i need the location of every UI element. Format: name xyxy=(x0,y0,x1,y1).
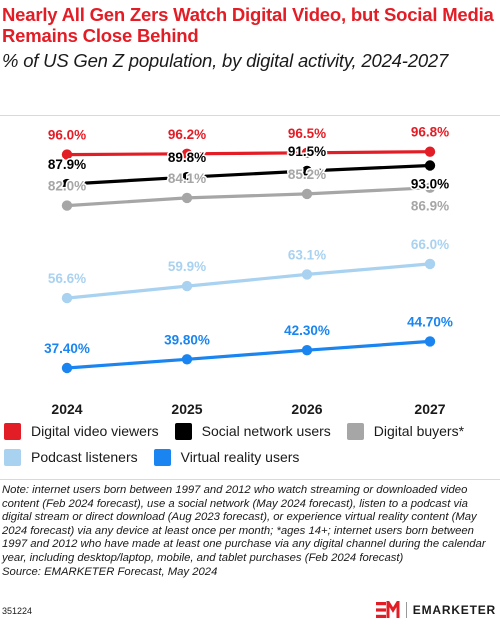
data-label: 63.1% xyxy=(288,247,326,262)
data-label: 66.0% xyxy=(411,237,449,252)
series-line xyxy=(66,150,431,157)
data-label: 96.5% xyxy=(288,126,326,141)
series-digital-buyers xyxy=(61,182,436,211)
data-point xyxy=(181,354,193,365)
data-label: 37.40% xyxy=(44,341,90,356)
footer-divider xyxy=(0,479,500,480)
data-point xyxy=(301,165,313,177)
data-label: 91.5% xyxy=(288,144,326,159)
data-label: 89.8% xyxy=(168,150,206,165)
data-point xyxy=(424,336,436,347)
series-digital-video-viewers xyxy=(61,146,436,160)
series-line xyxy=(66,339,431,370)
data-point xyxy=(181,192,193,204)
data-point xyxy=(61,362,73,374)
data-point xyxy=(181,148,193,159)
data-label: 96.2% xyxy=(168,127,206,142)
series-social-network-users xyxy=(61,160,436,190)
series-line xyxy=(66,186,431,208)
data-label: 85.2% xyxy=(288,167,326,182)
legend-row: Digital video viewers Social network use… xyxy=(4,418,498,444)
data-point xyxy=(301,188,313,200)
legend-label: Virtual reality users xyxy=(180,449,300,465)
data-point xyxy=(181,172,193,183)
data-point xyxy=(424,146,436,157)
brand-logo: EMARKETER xyxy=(375,601,496,619)
data-point xyxy=(424,258,436,270)
legend: Digital video viewers Social network use… xyxy=(4,418,498,470)
legend-swatch-icon xyxy=(346,422,364,440)
series-virtual-reality-users xyxy=(61,336,436,374)
legend-label: Digital video viewers xyxy=(31,423,159,439)
logo-separator xyxy=(405,602,407,618)
data-label: 56.6% xyxy=(48,271,86,286)
series-line xyxy=(66,262,431,300)
legend-item-podcast-listeners: Podcast listeners xyxy=(4,448,138,466)
legend-label: Podcast listeners xyxy=(31,449,138,465)
data-point xyxy=(301,269,313,280)
footnote: Note: internet users born between 1997 a… xyxy=(2,484,496,579)
legend-label: Digital buyers* xyxy=(373,423,465,439)
data-label: 59.9% xyxy=(168,259,206,274)
legend-swatch-icon xyxy=(174,422,192,440)
data-label: 96.0% xyxy=(48,128,86,143)
legend-item-digital-video-viewers: Digital video viewers xyxy=(4,422,159,440)
line-chart: 96.0% 96.2% 96.5% 96.8% 87.9% 89.8% 91.5% 93.0%… xyxy=(43,123,455,417)
chart-title: Nearly All Gen Zers Watch Digital Video,… xyxy=(2,4,494,46)
brand-name: EMARKETER xyxy=(412,603,496,617)
data-point xyxy=(301,147,313,158)
legend-item-virtual-reality-users: Virtual reality users xyxy=(153,448,300,466)
note-text: Note: internet users born between 1997 a… xyxy=(2,484,486,564)
chart-id: 351224 xyxy=(2,606,33,616)
x-tick-label: 2024 xyxy=(51,401,82,417)
legend-item-social-network-users: Social network users xyxy=(174,422,331,440)
series-line xyxy=(66,163,431,186)
data-label: 44.70% xyxy=(407,314,453,329)
data-point xyxy=(61,149,73,160)
header-divider xyxy=(0,115,500,116)
data-label: 96.8% xyxy=(411,125,449,140)
legend-item-digital-buyers: Digital buyers* xyxy=(346,422,465,440)
chart-subtitle: % of US Gen Z population, by digital act… xyxy=(2,50,449,71)
data-label: 39.80% xyxy=(164,332,210,347)
data-label: 93.0% xyxy=(411,177,449,192)
legend-swatch-icon xyxy=(4,448,21,466)
data-point xyxy=(301,345,313,356)
data-point xyxy=(61,200,73,211)
legend-swatch-icon xyxy=(4,422,21,440)
x-tick-label: 2025 xyxy=(171,401,202,417)
data-label: 87.9% xyxy=(48,157,86,172)
source-text: Source: EMARKETER Forecast, May 2024 xyxy=(2,565,218,578)
legend-label: Social network users xyxy=(201,423,331,439)
data-point xyxy=(181,280,193,292)
data-label: 84.1% xyxy=(168,171,206,186)
data-point xyxy=(424,160,436,171)
x-tick-label: 2027 xyxy=(414,401,445,417)
data-label: 42.30% xyxy=(284,323,330,338)
data-point xyxy=(61,292,73,304)
em-logo-icon xyxy=(375,601,400,618)
legend-swatch-icon xyxy=(153,448,171,466)
legend-row: Podcast listeners Virtual reality users xyxy=(4,444,498,470)
data-label: 86.9% xyxy=(411,199,449,214)
series-podcast-listeners xyxy=(61,258,436,304)
data-point xyxy=(61,178,73,190)
x-tick-label: 2026 xyxy=(291,401,322,417)
data-label: 82.0% xyxy=(48,179,86,194)
data-point xyxy=(424,182,436,193)
